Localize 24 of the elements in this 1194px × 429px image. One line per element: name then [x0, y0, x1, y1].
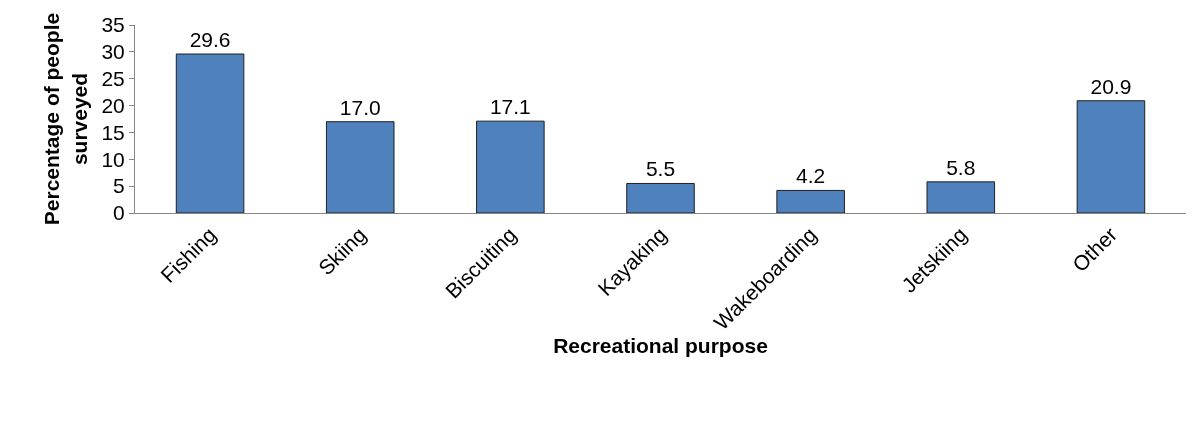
y-tick-label: 15 — [101, 120, 125, 144]
y-axis-title: Percentage of people surveyed — [40, 12, 91, 226]
y-tick-label: 35 — [101, 13, 125, 37]
bar — [626, 182, 695, 213]
y-tick-label: 5 — [113, 174, 125, 198]
y-tick-label: 25 — [101, 67, 125, 91]
data-label: 20.9 — [1090, 74, 1132, 98]
y-tick-label: 20 — [101, 93, 125, 117]
data-label: 17.1 — [489, 95, 531, 119]
bar — [1076, 100, 1146, 213]
data-label: 5.5 — [645, 157, 676, 181]
bar — [175, 53, 245, 213]
bar — [325, 121, 395, 213]
data-label: 5.8 — [946, 155, 976, 179]
y-tick-label: 10 — [101, 147, 125, 171]
data-label: 29.6 — [189, 28, 231, 52]
y-tick-label: 0 — [113, 201, 125, 225]
y-tick-label: 30 — [101, 40, 125, 64]
x-axis-title: Recreational purpose — [553, 334, 768, 358]
bar — [926, 181, 996, 213]
bar — [476, 120, 545, 213]
bar — [776, 189, 845, 213]
data-label: 4.2 — [796, 164, 826, 188]
data-label: 17.0 — [339, 95, 381, 119]
